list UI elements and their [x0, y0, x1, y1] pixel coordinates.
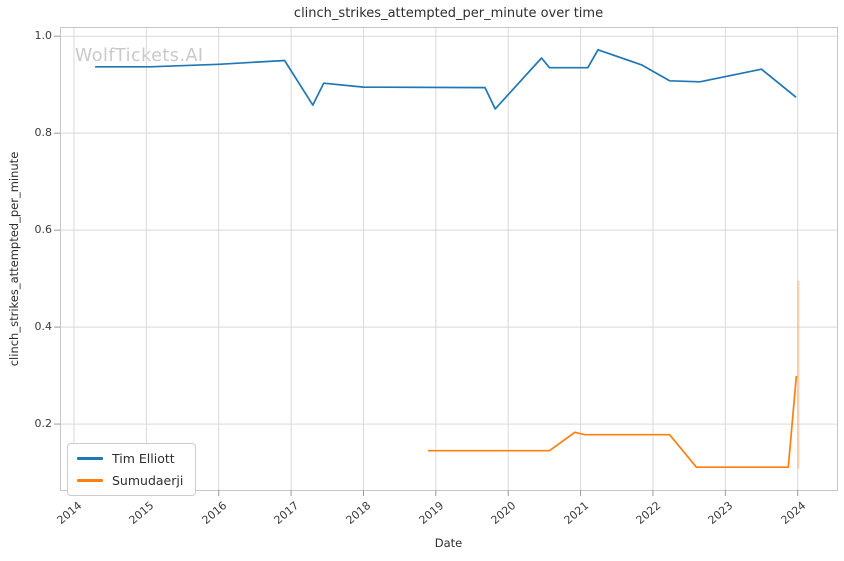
- legend-item: Sumudaerji: [77, 473, 183, 488]
- watermark: WolfTickets.AI: [75, 46, 204, 66]
- series-line: [427, 375, 798, 469]
- y-tick-label: 0.4: [34, 320, 53, 334]
- legend: Tim Elliott Sumudaerji: [67, 443, 197, 496]
- legend-item: Tim Elliott: [77, 451, 183, 466]
- plot-frame: [60, 27, 838, 491]
- series-line: [94, 48, 797, 110]
- y-tick-label: 0.2: [34, 417, 53, 431]
- legend-label: Sumudaerji: [112, 473, 184, 488]
- y-tick-label: 1.0: [34, 29, 53, 43]
- y-axis-label: clinch_strikes_attempted_per_minute: [7, 151, 21, 367]
- y-tick-label: 0.6: [34, 223, 53, 237]
- x-axis-label: Date: [434, 536, 463, 550]
- chart-title: clinch_strikes_attempted_per_minute over…: [293, 6, 604, 21]
- legend-label: Tim Elliott: [112, 451, 175, 466]
- legend-swatch: [77, 479, 103, 482]
- legend-swatch: [77, 457, 103, 460]
- y-tick-label: 0.8: [34, 126, 53, 140]
